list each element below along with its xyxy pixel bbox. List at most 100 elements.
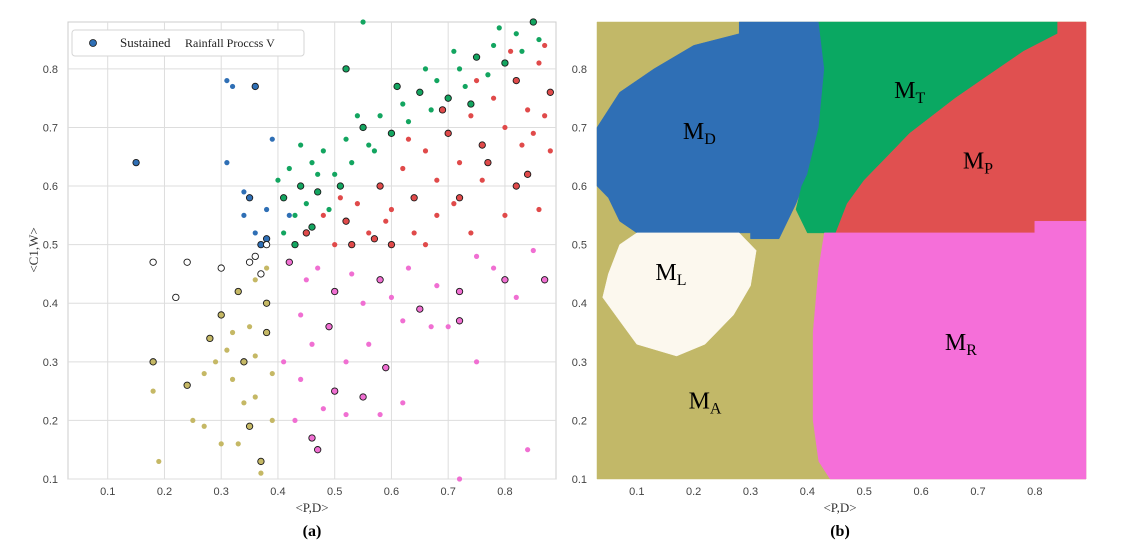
scatter-panel: 0.1 0.2 0.3 0.4 0.5 0.6 0.7 0.8 0.1 0.2 0.3 0.4 0.5 0… bbox=[26, 18, 557, 540]
point-a bbox=[240, 358, 248, 366]
point-d bbox=[269, 136, 275, 142]
point-p bbox=[512, 76, 520, 85]
point-d bbox=[251, 82, 259, 91]
point-d bbox=[224, 77, 230, 84]
scatter-plot-area bbox=[67, 21, 557, 480]
point-a bbox=[258, 470, 264, 476]
point-p bbox=[456, 160, 463, 166]
point-t bbox=[490, 42, 497, 49]
point-t bbox=[462, 83, 468, 90]
point-p bbox=[438, 106, 447, 114]
point-d bbox=[264, 206, 270, 213]
point-l bbox=[245, 258, 254, 266]
point-a bbox=[245, 422, 254, 430]
point-t bbox=[343, 136, 349, 142]
point-r bbox=[308, 434, 316, 442]
point-r bbox=[530, 247, 536, 254]
y-tick-label: 0.1 bbox=[43, 474, 58, 486]
point-a bbox=[217, 311, 225, 319]
point-t bbox=[286, 165, 292, 172]
point-r bbox=[331, 287, 339, 296]
point-t bbox=[326, 206, 332, 213]
point-t bbox=[501, 59, 509, 67]
point-t bbox=[444, 94, 452, 102]
point-d bbox=[252, 230, 258, 236]
point-r bbox=[400, 318, 406, 324]
point-a bbox=[212, 359, 219, 365]
point-d bbox=[229, 83, 236, 90]
point-p bbox=[337, 195, 343, 201]
point-p bbox=[508, 48, 514, 54]
point-l bbox=[217, 264, 225, 272]
point-t bbox=[281, 230, 287, 236]
point-r bbox=[320, 406, 326, 412]
point-r bbox=[343, 359, 349, 365]
y-tick-label: 0.5 bbox=[572, 240, 587, 252]
point-p bbox=[320, 212, 326, 218]
point-p bbox=[468, 230, 474, 236]
point-r bbox=[315, 265, 321, 271]
point-p bbox=[536, 60, 542, 66]
point-l bbox=[149, 258, 157, 266]
point-t bbox=[366, 142, 372, 148]
point-l bbox=[251, 252, 259, 261]
y-tick-label: 0.2 bbox=[43, 415, 58, 427]
point-p bbox=[405, 136, 412, 142]
x-tick-label: 0.2 bbox=[157, 486, 172, 498]
point-p bbox=[383, 218, 389, 224]
point-p bbox=[342, 217, 350, 225]
point-t bbox=[297, 182, 305, 190]
point-a bbox=[224, 347, 230, 353]
point-t bbox=[393, 82, 401, 91]
point-a bbox=[246, 324, 253, 330]
point-r bbox=[445, 324, 451, 330]
point-t bbox=[496, 25, 502, 31]
point-r bbox=[331, 387, 339, 395]
point-p bbox=[530, 130, 536, 136]
point-t bbox=[291, 240, 299, 249]
point-a bbox=[262, 328, 271, 337]
point-a bbox=[252, 277, 258, 283]
panel-label-b: (b) bbox=[830, 523, 850, 540]
point-t bbox=[416, 88, 424, 96]
point-r bbox=[292, 417, 298, 424]
x-tick-label: 0.3 bbox=[743, 486, 758, 498]
point-a bbox=[264, 265, 270, 271]
point-r bbox=[513, 294, 519, 300]
point-d bbox=[286, 212, 292, 218]
point-l bbox=[262, 240, 271, 249]
point-p bbox=[400, 165, 406, 172]
point-p bbox=[444, 129, 452, 137]
point-t bbox=[387, 129, 396, 137]
point-p bbox=[479, 177, 485, 183]
point-r bbox=[303, 277, 309, 283]
x-tick-label: 0.1 bbox=[629, 486, 644, 498]
point-a bbox=[190, 417, 196, 424]
point-p bbox=[455, 194, 464, 202]
point-t bbox=[529, 18, 537, 26]
scatter-y-axis-label: <C1,W> bbox=[26, 227, 41, 272]
point-t bbox=[400, 101, 406, 107]
y-tick-label: 0.1 bbox=[572, 474, 587, 486]
point-p bbox=[547, 148, 553, 154]
panel-label-a: (a) bbox=[303, 523, 322, 540]
point-p bbox=[411, 230, 417, 236]
point-a bbox=[149, 358, 157, 366]
point-r bbox=[473, 253, 480, 259]
point-t bbox=[314, 188, 322, 196]
point-l bbox=[183, 258, 191, 266]
point-l bbox=[172, 293, 180, 302]
x-tick-label: 0.6 bbox=[913, 486, 928, 498]
x-tick-label: 0.7 bbox=[441, 486, 456, 498]
point-a bbox=[229, 376, 236, 382]
point-a bbox=[234, 287, 242, 296]
point-t bbox=[456, 66, 463, 72]
point-a bbox=[229, 329, 236, 336]
point-r bbox=[382, 364, 390, 372]
point-r bbox=[285, 258, 293, 266]
x-tick-label: 0.6 bbox=[384, 486, 399, 498]
point-t bbox=[298, 142, 304, 148]
point-r bbox=[366, 341, 372, 347]
point-t bbox=[303, 201, 309, 207]
